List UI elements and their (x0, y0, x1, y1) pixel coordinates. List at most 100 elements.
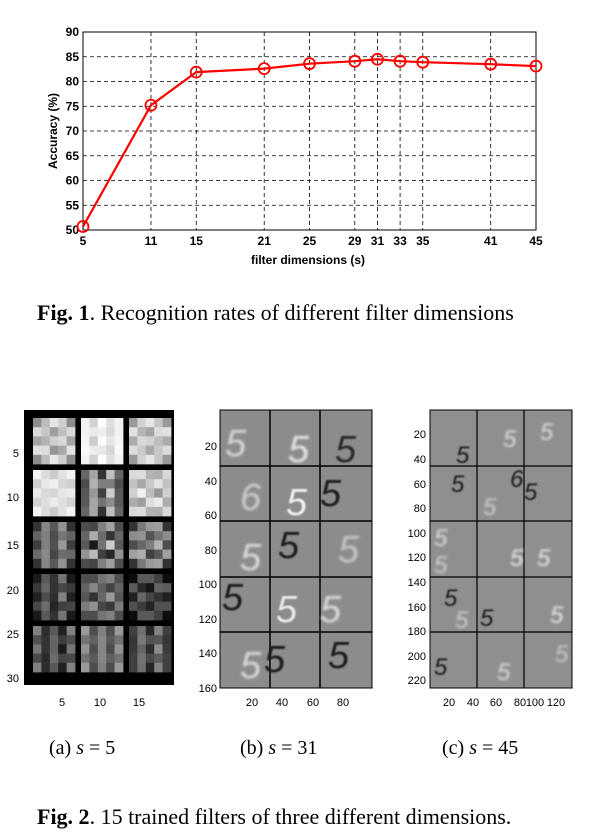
panel-x-tick-label: 100 (526, 697, 544, 709)
panel-y-tick-label: 160 (199, 683, 217, 695)
panel-y-tick-label: 100 (408, 528, 426, 540)
x-tick-label: 45 (529, 234, 543, 248)
panel-y-tick-label: 15 (7, 540, 19, 552)
y-tick-label: 55 (66, 198, 80, 212)
svg-text:5: 5 (225, 423, 247, 465)
fig1-caption-text: . Recognition rates of different filter … (89, 300, 514, 325)
panel-x-tick-label: 20 (246, 697, 258, 709)
panel-b-x-ticks: 20 40 60 80 (246, 697, 349, 709)
data-point-marker (393, 54, 407, 68)
panel-c-sublabel: (c) (442, 737, 470, 759)
data-point-marker (371, 52, 384, 66)
data-point-marker (76, 220, 90, 233)
panel-x-tick-label: 60 (307, 697, 319, 709)
svg-text:5: 5 (338, 529, 360, 571)
data-point-marker (189, 65, 203, 79)
x-tick-label: 35 (416, 234, 430, 248)
panel-y-tick-label: 100 (199, 579, 217, 591)
panel-y-tick-label: 30 (7, 673, 19, 685)
panel-y-tick-label: 180 (408, 626, 426, 638)
svg-text:5: 5 (540, 419, 554, 446)
data-point-marker (257, 62, 271, 76)
panel-c-filters: 5 5 5 5 5 6 5 5 5 5 5 5 5 5 5 5 5 5 (429, 409, 573, 689)
svg-text:5: 5 (510, 545, 524, 572)
panel-a-y-ticks: 5 10 15 20 25 30 (7, 448, 19, 685)
data-point-marker (529, 59, 543, 73)
svg-text:5: 5 (537, 545, 551, 572)
svg-text:6: 6 (240, 477, 262, 519)
panel-x-tick-label: 40 (276, 697, 288, 709)
svg-text:5: 5 (276, 589, 298, 631)
panel-x-tick-label: 120 (547, 697, 565, 709)
svg-text:5: 5 (286, 482, 308, 524)
data-point-marker (484, 57, 498, 71)
panel-y-tick-label: 40 (205, 476, 217, 488)
panel-y-tick-label: 120 (199, 614, 217, 626)
x-tick-label: 41 (484, 234, 498, 248)
chart-ticks: 50 55 60 65 70 75 80 85 90 5 11 15 21 25 29 31 33 35 41 45 (66, 25, 543, 248)
panel-y-tick-label: 40 (414, 454, 426, 466)
fig1-caption: Fig. 1. Recognition rates of different f… (37, 300, 514, 326)
data-point-marker (348, 54, 362, 68)
y-tick-label: 85 (66, 50, 80, 64)
panel-x-tick-label: 10 (94, 697, 106, 709)
svg-text:5: 5 (264, 639, 286, 681)
panel-b-caption: (b) s = 31 (240, 737, 317, 760)
panel-c-eq: = 45 (477, 737, 519, 759)
chart-gridlines (83, 32, 536, 230)
panel-c-caption: (c) s = 45 (442, 737, 518, 760)
panel-x-tick-label: 80 (514, 697, 526, 709)
fig2-caption-text: . 15 trained filters of three different … (89, 804, 512, 829)
panel-a-sublabel: (a) (49, 737, 77, 759)
panel-a-eq: = 5 (84, 737, 116, 759)
y-tick-label: 75 (66, 99, 80, 113)
y-tick-label: 65 (66, 149, 80, 163)
x-tick-label: 31 (371, 234, 385, 248)
panel-x-tick-label: 20 (443, 697, 455, 709)
fig2-caption: Fig. 2. 15 trained filters of three diff… (37, 804, 511, 830)
panel-x-tick-label: 40 (467, 697, 479, 709)
svg-text:5: 5 (524, 479, 538, 506)
svg-text:5: 5 (288, 429, 310, 471)
data-point-marker (416, 55, 430, 69)
svg-text:6: 6 (510, 466, 524, 493)
svg-text:5: 5 (335, 429, 357, 471)
panel-x-tick-label: 5 (59, 697, 65, 709)
svg-text:5: 5 (320, 473, 342, 515)
x-tick-label: 15 (190, 234, 204, 248)
svg-text:5: 5 (555, 641, 569, 668)
panel-y-tick-label: 20 (205, 441, 217, 453)
panel-b-y-ticks: 20 40 60 80 100 120 140 160 (199, 441, 217, 695)
svg-text:5: 5 (480, 605, 494, 632)
panel-y-tick-label: 60 (414, 479, 426, 491)
y-tick-label: 80 (66, 75, 80, 89)
y-tick-label: 70 (66, 124, 80, 138)
x-tick-label: 25 (303, 234, 317, 248)
x-tick-label: 29 (348, 234, 362, 248)
svg-text:5: 5 (497, 659, 511, 686)
y-tick-label: 50 (66, 223, 80, 237)
panel-y-tick-label: 5 (13, 448, 19, 460)
data-point-marker (303, 57, 316, 71)
panel-b-sublabel: (b) (240, 737, 269, 759)
panel-y-tick-label: 10 (7, 492, 19, 504)
x-axis-label: filter dimensions (s) (251, 253, 365, 267)
panel-y-tick-label: 160 (408, 602, 426, 614)
svg-text:5: 5 (451, 471, 465, 498)
panel-b-var: s (268, 737, 277, 759)
fig2-caption-label: Fig. 2 (37, 804, 90, 829)
accuracy-series-markers (76, 52, 543, 233)
y-tick-label: 90 (66, 25, 80, 39)
svg-text:5: 5 (328, 635, 350, 677)
x-tick-label: 5 (80, 234, 87, 248)
svg-text:5: 5 (455, 607, 469, 634)
panel-c-y-ticks: 20 40 60 80 100 120 140 160 180 200 220 (408, 429, 426, 687)
data-point-marker (144, 98, 158, 112)
svg-text:5: 5 (320, 589, 342, 631)
svg-text:5: 5 (278, 525, 300, 567)
svg-text:5: 5 (434, 552, 448, 579)
panel-b-eq: = 31 (276, 737, 318, 759)
svg-text:5: 5 (434, 654, 448, 681)
